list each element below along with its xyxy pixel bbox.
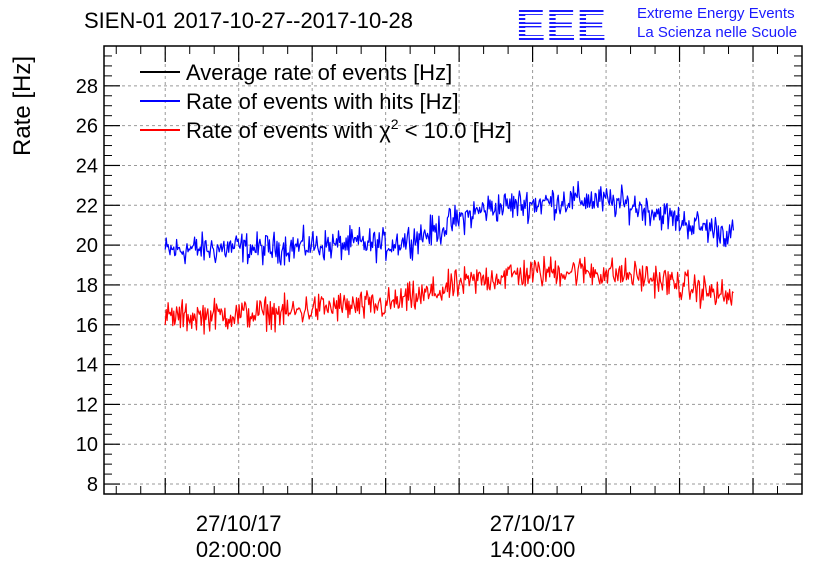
y-tick-label: 24: [76, 155, 98, 177]
x-tick-label-date: 27/10/17: [196, 511, 282, 536]
series-line-hits: [164, 180, 734, 266]
y-tick-label: 10: [76, 434, 98, 456]
y-tick-label: 28: [76, 76, 98, 98]
y-tick-label: 18: [76, 275, 98, 297]
series-line-chi2: [164, 255, 734, 335]
logo-line-1: Extreme Energy Events: [637, 5, 795, 22]
eee-logo-mark: EEE: [516, 1, 607, 50]
series: [164, 180, 734, 335]
x-tick-label-date: 27/10/17: [490, 511, 576, 536]
legend-label: Rate of events with hits [Hz]: [186, 89, 459, 114]
y-tick-label: 22: [76, 195, 98, 217]
logo-line-2: La Scienza nelle Scuole: [637, 24, 798, 41]
y-tick-label: 14: [76, 355, 98, 377]
y-tick-label: 8: [87, 474, 98, 496]
y-tick-label: 26: [76, 116, 98, 138]
y-axis-label: Rate [Hz]: [9, 56, 36, 156]
logo-mark-text: EEE: [516, 2, 607, 46]
y-tick-label: 16: [76, 315, 98, 337]
tick-labels: 81012141618202224262827/10/1702:00:0027/…: [76, 76, 576, 562]
ticks: [104, 46, 803, 494]
y-tick-label: 12: [76, 394, 98, 416]
x-tick-label-time: 02:00:00: [196, 537, 282, 562]
x-tick-label-time: 14:00:00: [490, 537, 576, 562]
legend-label: Average rate of events [Hz]: [186, 60, 452, 85]
legend: Average rate of events [Hz] Rate of event…: [140, 60, 512, 143]
eee-logo: EEE: [516, 1, 630, 50]
y-tick-label: 20: [76, 235, 98, 257]
chart-title: SIEN-01 2017-10-27--2017-10-28: [84, 8, 413, 33]
plot-frame: [103, 45, 803, 495]
legend-label: Rate of events with χ2 < 10.0 [Hz]: [186, 116, 512, 143]
